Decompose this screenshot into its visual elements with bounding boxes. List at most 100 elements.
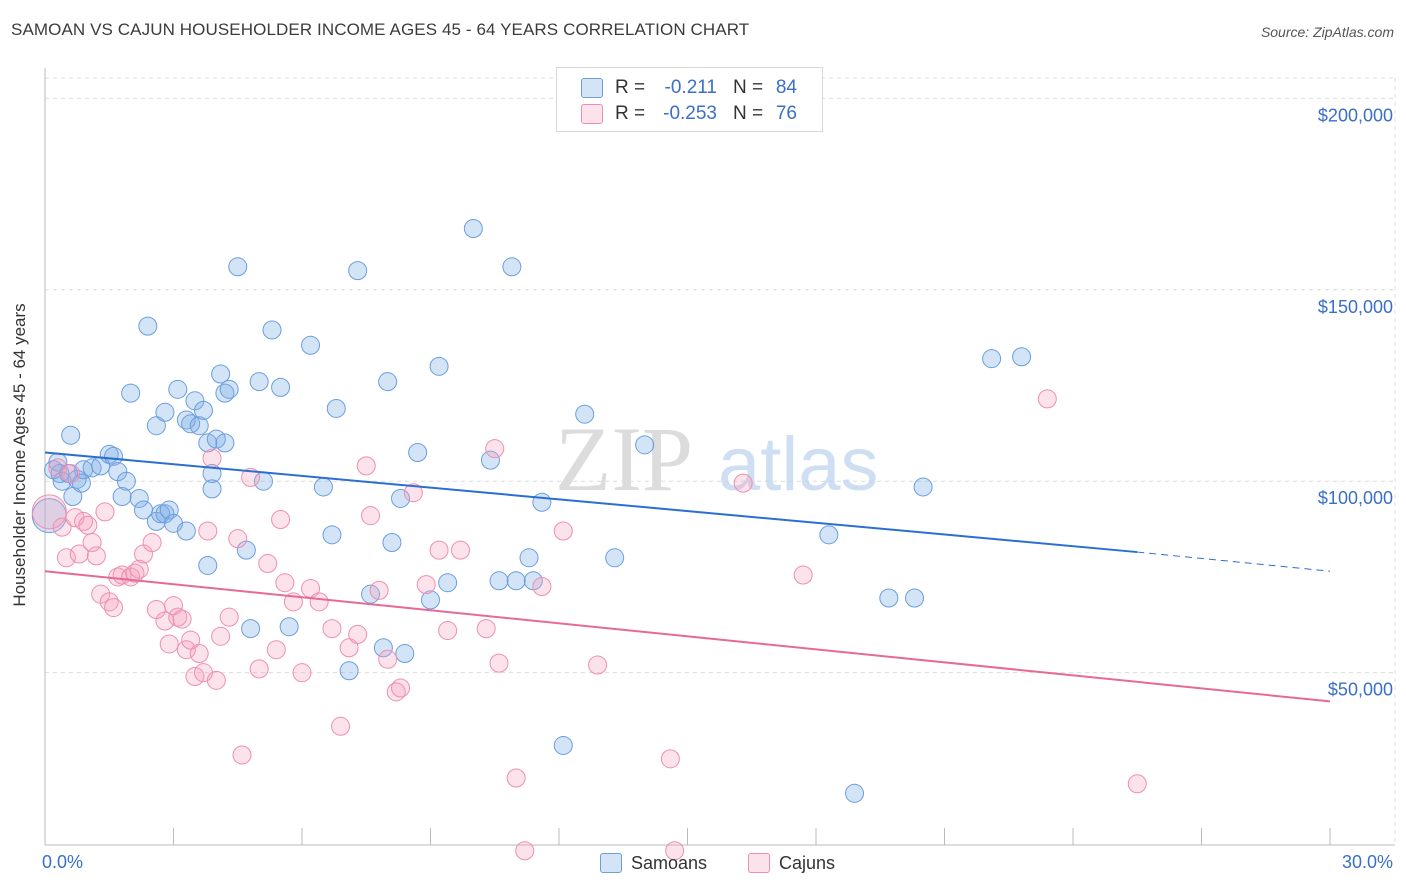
samoan-point	[905, 588, 925, 608]
cajun-point	[104, 598, 124, 618]
cajuns-swatch	[581, 104, 603, 124]
cajun-point	[322, 619, 342, 639]
samoan-point	[215, 433, 235, 453]
samoan-point	[104, 446, 124, 466]
cajun-point	[275, 573, 295, 593]
cajun-point	[155, 611, 175, 631]
cajuns-n-value: 76	[775, 103, 797, 124]
samoan-point	[1012, 347, 1032, 367]
y-tick-label: $200,000	[1318, 105, 1393, 125]
cajun-point	[506, 768, 526, 788]
samoan-point	[322, 525, 342, 545]
samoans-legend-swatch	[600, 853, 622, 873]
samoan-point	[116, 471, 136, 491]
samoan-trend-line	[44, 451, 1138, 554]
samoan-point	[605, 548, 625, 568]
cajun-point	[292, 663, 312, 683]
cajun-point	[438, 621, 458, 641]
cajun-point	[258, 554, 278, 574]
samoans-legend-label: Samoans	[631, 853, 708, 873]
samoan-point	[373, 638, 393, 658]
samoan-point	[913, 477, 933, 497]
x-tick-label-max: 30.0%	[1341, 852, 1393, 872]
cajun-point	[489, 653, 509, 673]
samoan-point	[575, 404, 595, 424]
samoan-point	[146, 416, 166, 436]
cajun-point	[416, 575, 436, 595]
samoan-point	[532, 492, 552, 512]
cajun-point	[232, 745, 252, 765]
cajun-point	[485, 439, 505, 459]
samoan-point	[155, 402, 175, 422]
samoan-point	[339, 661, 359, 681]
cajun-point	[249, 659, 269, 679]
samoan-point	[819, 525, 839, 545]
cajuns-r-label: R =	[615, 103, 646, 124]
cajun-point	[48, 458, 68, 478]
samoan-point	[313, 477, 333, 497]
samoan-point	[301, 335, 321, 355]
cajun-point	[1037, 389, 1057, 409]
cajun-point	[219, 607, 239, 627]
samoan-point	[61, 425, 81, 445]
y-tick-label: $150,000	[1318, 297, 1393, 317]
samoan-point	[112, 487, 132, 507]
samoan-point	[348, 261, 368, 281]
samoans-r-label: R =	[615, 77, 646, 98]
cajun-point	[450, 540, 470, 560]
cajun-point	[31, 494, 67, 530]
samoan-point	[382, 532, 402, 552]
cajun-point	[1127, 774, 1147, 794]
samoan-point	[262, 320, 282, 340]
y-axis-label: Householder Income Ages 45 - 64 years	[10, 303, 29, 607]
cajuns-legend-swatch	[748, 853, 770, 873]
cajun-point	[95, 502, 115, 522]
cajun-trend-line	[44, 570, 1331, 703]
cajun-point	[515, 841, 535, 861]
samoan-point	[219, 379, 239, 399]
cajun-point	[52, 517, 72, 537]
watermark-atlas: atlas	[718, 422, 879, 507]
cajun-point	[403, 483, 423, 503]
cajun-point	[588, 655, 608, 675]
cajun-point	[69, 544, 89, 564]
cajun-point	[241, 467, 261, 487]
samoan-point	[553, 735, 573, 755]
samoan-point	[176, 521, 196, 541]
cajun-point	[733, 473, 753, 493]
cajun-point	[181, 630, 201, 650]
cajun-point	[309, 592, 329, 612]
cajun-point	[476, 619, 496, 639]
cajun-point	[361, 506, 381, 526]
cajun-point	[793, 565, 813, 585]
cajun-point	[211, 626, 231, 646]
cajun-point	[266, 640, 286, 660]
samoan-point	[138, 316, 158, 336]
samoan-trend-extension	[1137, 551, 1331, 572]
samoan-point	[982, 349, 1002, 369]
cajun-point	[61, 464, 81, 484]
cajun-point	[369, 580, 389, 600]
samoans-n-value: 84	[775, 77, 797, 98]
cajun-point	[391, 678, 411, 698]
samoan-point	[271, 377, 291, 397]
y-tick-label: $50,000	[1328, 680, 1393, 700]
cajun-point	[202, 448, 222, 468]
cajun-point	[129, 559, 149, 579]
cajun-point	[660, 749, 680, 769]
samoan-point	[378, 372, 398, 392]
samoan-point	[391, 488, 411, 508]
samoan-point	[845, 783, 865, 803]
samoan-point	[519, 548, 539, 568]
samoans-n-label: N =	[733, 77, 764, 98]
samoan-point	[879, 588, 899, 608]
samoan-point	[193, 400, 213, 420]
samoan-point	[202, 479, 222, 499]
samoan-point	[228, 257, 248, 277]
samoan-point	[408, 443, 428, 462]
samoan-point	[189, 416, 209, 436]
samoan-point	[502, 257, 522, 277]
cajun-point	[331, 716, 351, 736]
correlation-legend: R = -0.211 N = 84 R = -0.253 N = 76	[556, 67, 823, 132]
